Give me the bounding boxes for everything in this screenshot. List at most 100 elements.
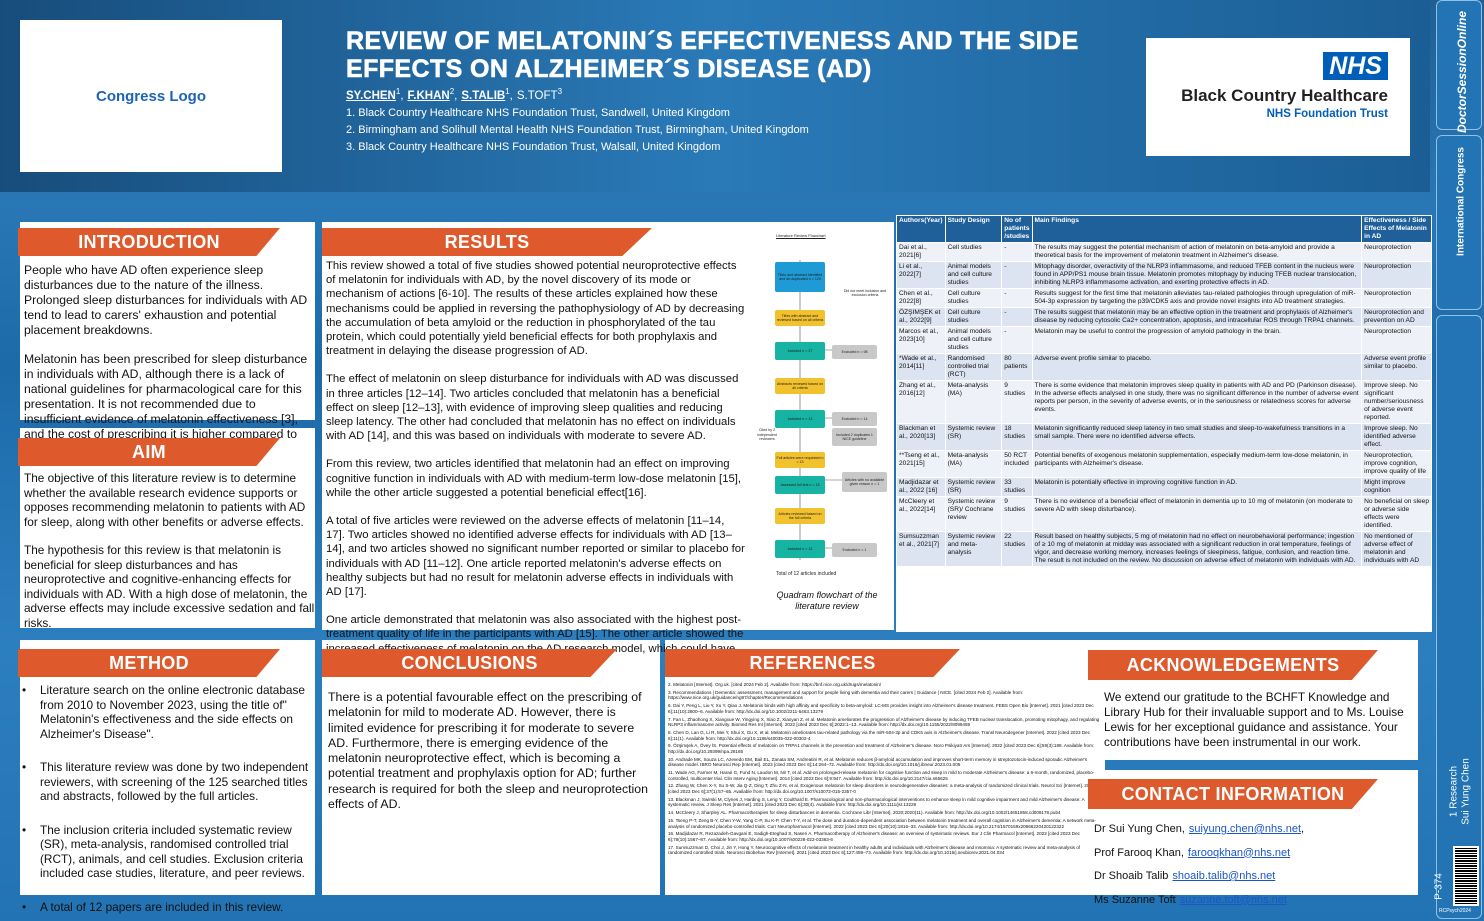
table-header: Main Findings: [1031, 215, 1363, 243]
table-cell: Improve sleep. No significant number/ser…: [1361, 380, 1432, 424]
table-cell: Results suggest for the first time that …: [1031, 288, 1363, 308]
section-heading: CONTACT INFORMATION: [1088, 779, 1378, 809]
table-cell: Adverse event profile similar to placebo…: [1361, 353, 1432, 381]
table-cell: There is no evidence of a beneficial eff…: [1031, 496, 1363, 532]
table-cell: 22 studies: [1001, 531, 1033, 567]
table-header-row: Authors(Year) Study Design No of patients …: [896, 215, 1432, 243]
flowchart-box: Articles reviewed based on the full crit…: [775, 508, 825, 524]
reference: 10. Andrade MK, Souza LC, Azevedo EM, Ba…: [668, 756, 1088, 768]
table-header: Authors(Year): [896, 215, 946, 243]
table-cell: Neuroprotection and prevention on AD: [1361, 307, 1432, 327]
section-body: We extend our gratitude to the BCHFT Kno…: [1104, 690, 1404, 764]
table-cell: Might improve cognition: [1361, 477, 1432, 497]
paragraph: A total of five articles were reviewed o…: [326, 515, 745, 599]
table-cell: Mitophagy disorder, overactivity of the …: [1031, 261, 1363, 289]
table-row: Zhang et al., 2016[12] Meta-analysis (MA)…: [896, 380, 1432, 424]
affiliation: 1. Black Country Healthcare NHS Foundati…: [346, 107, 730, 119]
references-panel: [665, 640, 1105, 895]
paragraph: From this review, two articles identifie…: [326, 458, 742, 499]
contact-email[interactable]: shoaib.talib@nhs.net: [1172, 870, 1276, 882]
flowchart-note: Cited by 2 independent reviewers: [757, 428, 777, 442]
author-sup: 1: [505, 87, 510, 96]
author-name: SY.CHEN: [346, 89, 396, 102]
table-cell: Adverse event profile similar to placebo…: [1031, 353, 1363, 381]
table-cell: Zhang et al., 2016[12]: [896, 380, 946, 424]
contact-line: Prof Farooq Khan, farooqkhan@nhs.net: [1094, 842, 1414, 866]
table-cell: -: [1001, 326, 1033, 354]
contact-email[interactable]: suzanne.toft@nhs.net: [1179, 893, 1287, 906]
nhs-logo-box: NHS Black Country Healthcare NHS Foundat…: [1146, 38, 1410, 156]
congress-logo-box: Congress Logo: [20, 20, 282, 172]
table-cell: Cell culture studies: [944, 288, 1003, 308]
section-heading: RESULTS: [322, 228, 652, 256]
flowchart-box: Abstracts reviewed based on all criteria: [775, 378, 825, 394]
contact-name: Ms Suzanne Toft: [1094, 893, 1176, 906]
section-heading: REFERENCES: [665, 649, 960, 677]
table-row: Madjidazar et al., 2022 [16] Systemic rev…: [896, 477, 1432, 497]
flowchart-box: Included n = 12: [775, 540, 825, 558]
flowchart-caption: Quadram flowchart of the literature revi…: [776, 590, 878, 611]
table-cell: *Wade et al., 2014[11]: [896, 353, 946, 381]
flowchart-box: Full articles were requested n = 13: [775, 452, 825, 468]
author-name: S.TOFT: [516, 89, 558, 102]
sidebar-info: 1 Research Sui Yung Chen P-374 RCPsych20…: [1434, 315, 1482, 919]
table-cell: Sumsuzzman et al., 2021[7]: [896, 531, 946, 567]
table-row: Marcos et al., 2023[10] Animal models and…: [896, 326, 1432, 354]
paragraph: The effect of melatonin on sleep disturb…: [326, 373, 739, 443]
section-body: This review showed a total of five studi…: [326, 259, 746, 684]
reference: 9. Özşimşek A, Övey İS. Potential effect…: [668, 743, 1095, 754]
flowchart-box: Articles with no available given reason …: [842, 472, 887, 492]
table-cell: Blackman et al., 2020[13]: [896, 423, 946, 451]
reference: 13. Blackman J, Swirski M, Clynes J, Har…: [668, 796, 1085, 808]
table-cell: Neuroprotection: [1361, 242, 1432, 262]
table-cell: Neuroprotection: [1361, 261, 1432, 289]
section-body: People who have AD often experience slee…: [24, 263, 316, 471]
table-cell: 33 studies: [1001, 477, 1033, 497]
table-cell: The results may suggest the potential me…: [1031, 242, 1363, 262]
table-row: McCleery et al., 2022[14] Systemic review…: [896, 496, 1432, 532]
section-heading: ACKNOWLEDGEMENTS: [1088, 650, 1378, 680]
author-sep: ,: [454, 89, 458, 102]
table-cell: Improve sleep. No identified adverse eff…: [1361, 423, 1432, 451]
bullet-text: The inclusion criteria included systemat…: [40, 822, 305, 881]
table-cell: ÖZŞIMŞEK et al., 2022[9]: [896, 307, 946, 327]
table-cell: Animal models and cell culture studies: [944, 261, 1003, 289]
congress-logo: Congress Logo: [95, 87, 206, 105]
table-cell: -: [1001, 288, 1033, 308]
table-cell: -: [1001, 242, 1033, 262]
table-row: Blackman et al., 2020[13] Systemic review…: [896, 423, 1432, 451]
contact-line: Dr Sui Yung Chen, suiyung.chen@nhs.net,: [1094, 818, 1414, 842]
bullet-text: This literature review was done by two i…: [40, 760, 309, 803]
paragraph: We extend our gratitude to the BCHFT Kno…: [1104, 690, 1404, 749]
flowchart-box: Assessed full text n = 13: [775, 476, 825, 494]
affiliations: 1. Black Country Healthcare NHS Foundati…: [346, 105, 809, 156]
sidebar-brand: DoctorSessionOnline: [1436, 0, 1482, 133]
authors: SY.CHEN1, F.KHAN2, S.TALIB1, S.TOFT3: [346, 87, 562, 102]
bullet-item: • This literature review was done by two …: [22, 760, 312, 804]
flowchart-box: Included n = 13: [775, 410, 825, 428]
bullet-dot: •: [22, 683, 27, 697]
author: Sui Yung Chen: [1460, 758, 1472, 825]
table-cell: Cell culture studies: [944, 307, 1003, 327]
section-heading: METHOD: [18, 649, 280, 677]
reference: 3. Recommendations | Dementia: assessmen…: [668, 689, 1024, 701]
paragraph: People who have AD often experience slee…: [24, 263, 308, 337]
author-sup: 3: [557, 87, 563, 96]
contact-email[interactable]: farooqkhan@nhs.net: [1187, 846, 1291, 859]
table-cell: Madjidazar et al., 2022 [16]: [896, 477, 946, 497]
contact-name: Dr Sui Yung Chen,: [1094, 823, 1185, 835]
table-header: No of patients /studies: [1001, 215, 1033, 243]
contact-email[interactable]: suiyung.chen@nhs.net: [1188, 823, 1301, 835]
bullet-item: • The inclusion criteria included systema…: [22, 823, 312, 881]
section-body: • Literature search on the online electro…: [22, 683, 312, 914]
table-row: *Wade et al., 2014[11] Randomised control…: [896, 353, 1432, 381]
table-cell: Meta-analysis (MA): [944, 380, 1003, 424]
paragraph: The objective of this literature review …: [24, 471, 306, 529]
flowchart-box: Excluded n = 98: [832, 345, 877, 359]
table-cell: McCleery et al., 2022[14]: [896, 496, 946, 532]
table-cell: 80 patients: [1001, 353, 1033, 381]
reference: 2. Melatonin [Internet]. Org.uk. [cited …: [668, 682, 882, 687]
table-cell: Li et al., 2022[7]: [896, 261, 946, 289]
flowchart-box: Excluded n = 1: [832, 543, 877, 557]
section-heading: CONCLUSIONS: [322, 649, 617, 677]
